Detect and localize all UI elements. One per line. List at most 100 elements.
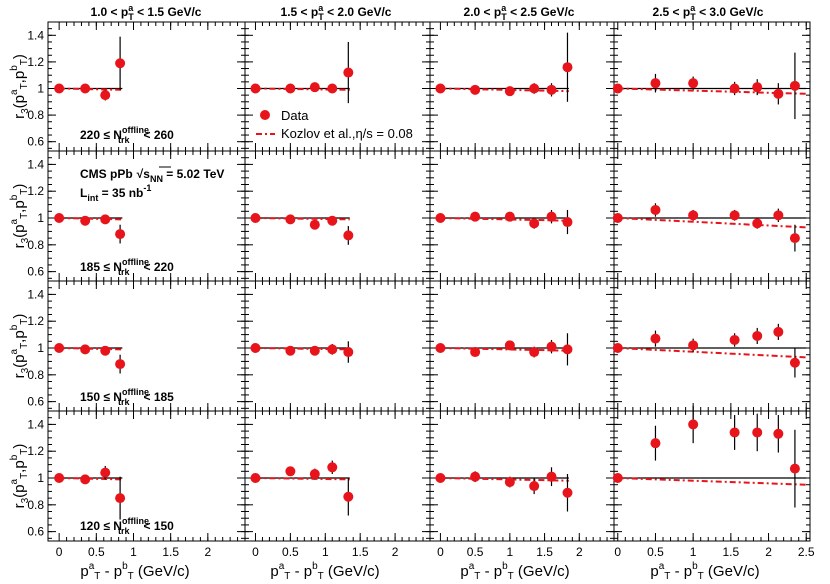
x-tick-label: 1 bbox=[130, 545, 137, 559]
x-tick-label: 1 bbox=[322, 545, 329, 559]
x-tick-label: 2 bbox=[204, 545, 211, 559]
data-point bbox=[327, 83, 338, 94]
data-point bbox=[100, 345, 111, 356]
data-point bbox=[435, 343, 446, 354]
data-point bbox=[688, 78, 699, 89]
column-title-1: 1.0 < pa T < 1.5 GeV/c bbox=[91, 3, 202, 22]
x-tick-label: 2 bbox=[392, 545, 399, 559]
model-curve bbox=[59, 477, 123, 481]
x-tick-label: 0.5 bbox=[88, 545, 105, 559]
y-tick-label: 1.4 bbox=[27, 28, 44, 42]
x-tick-label: 2.5 bbox=[798, 545, 815, 559]
y-tick-label: 0.8 bbox=[27, 498, 44, 512]
legend-data-marker bbox=[260, 110, 270, 120]
data-point bbox=[773, 88, 784, 99]
data-point bbox=[789, 463, 800, 474]
data-point bbox=[752, 427, 763, 438]
data-point bbox=[752, 218, 763, 229]
data-point bbox=[729, 210, 740, 221]
y-tick-label: 1.2 bbox=[27, 444, 44, 458]
data-point bbox=[546, 341, 557, 352]
model-curve bbox=[440, 217, 569, 222]
y-tick-label: 1.2 bbox=[27, 184, 44, 198]
x-tick-label: 0.5 bbox=[647, 545, 664, 559]
data-point bbox=[773, 210, 784, 221]
data-point bbox=[612, 213, 623, 224]
model-curve bbox=[617, 217, 807, 229]
x-tick-label: 1 bbox=[690, 545, 697, 559]
data-point bbox=[250, 473, 261, 484]
legend: Data Kozlov et al.,η/s = 0.08 bbox=[256, 108, 413, 141]
panel-r1-c3 bbox=[429, 21, 615, 152]
data-point bbox=[54, 213, 65, 224]
row-labels: 220 ≤ Noffline trk < 260 185 ≤ Noffline trk… bbox=[80, 125, 174, 536]
panel-r1-c2 bbox=[244, 21, 431, 152]
x-axis-title: paT - pbT (GeV/c) bbox=[650, 561, 759, 582]
data-point bbox=[729, 334, 740, 345]
panel-grid: 0.60.811.21.40.60.811.21.40.60.811.21.40… bbox=[27, 21, 815, 559]
y-tick-label: 1 bbox=[37, 81, 44, 95]
panel-frame bbox=[244, 150, 431, 282]
x-tick-label: 1 bbox=[507, 545, 514, 559]
data-point bbox=[285, 83, 296, 94]
y-axis-title: r3(paT,pbT) bbox=[9, 314, 31, 379]
model-curve bbox=[440, 347, 569, 352]
model-curve bbox=[255, 477, 350, 481]
x-tick-label: 1.5 bbox=[162, 545, 179, 559]
data-point bbox=[752, 330, 763, 341]
y-tick-label: 1.4 bbox=[27, 417, 44, 431]
data-point bbox=[250, 343, 261, 354]
data-point bbox=[529, 218, 540, 229]
data-point bbox=[343, 67, 354, 78]
panel-frame bbox=[429, 410, 615, 542]
x-tick-label: 1.5 bbox=[723, 545, 740, 559]
data-point bbox=[80, 344, 91, 355]
data-point bbox=[529, 347, 540, 358]
y-axis-title: r3(paT,pbT) bbox=[9, 444, 31, 509]
model-curve bbox=[59, 217, 123, 221]
data-point bbox=[115, 229, 126, 240]
y-tick-label: 1 bbox=[37, 211, 44, 225]
data-point bbox=[80, 474, 91, 485]
data-point bbox=[688, 340, 699, 351]
data-point bbox=[529, 83, 540, 94]
data-point bbox=[773, 428, 784, 439]
data-point bbox=[115, 359, 126, 370]
y-tick-label: 1.4 bbox=[27, 287, 44, 301]
data-point bbox=[343, 347, 354, 358]
row-label-1: 220 ≤ Noffline trk < 260 bbox=[80, 125, 174, 145]
data-point bbox=[435, 213, 446, 224]
panel-r2-c2 bbox=[244, 150, 431, 282]
y-axis-title: r3(paT,pbT) bbox=[9, 54, 31, 119]
x-tick-label: 0.5 bbox=[282, 545, 299, 559]
data-point bbox=[343, 491, 354, 502]
data-point bbox=[773, 326, 784, 337]
panel-r2-c3 bbox=[429, 150, 615, 282]
data-point bbox=[562, 344, 573, 355]
model-curve bbox=[255, 347, 350, 351]
panel-frame bbox=[429, 280, 615, 412]
x-axis-titles: paT - pbT (GeV/c) paT - pbT (GeV/c) paT - … bbox=[80, 561, 759, 582]
data-point bbox=[546, 84, 557, 95]
panel-frame bbox=[429, 150, 615, 282]
data-point bbox=[327, 344, 338, 355]
data-point bbox=[343, 230, 354, 241]
model-curve bbox=[59, 87, 123, 91]
data-point bbox=[80, 83, 91, 94]
data-point bbox=[650, 438, 661, 449]
panel-r4-c2: 0 0.5 1 1.5 2 bbox=[244, 410, 431, 559]
data-point bbox=[688, 210, 699, 221]
data-point bbox=[327, 215, 338, 226]
y-tick-label: 0.8 bbox=[27, 238, 44, 252]
cms-label: CMS pPb √sNN = 5.02 TeV Lint = 35 nb-1 bbox=[80, 166, 224, 203]
data-point bbox=[250, 83, 261, 94]
y-axis-titles: r3(paT,pbT) r3(paT,pbT) r3(paT,pbT) r3(paT,… bbox=[9, 54, 31, 508]
x-tick-label: 0 bbox=[437, 545, 444, 559]
data-point bbox=[612, 473, 623, 484]
data-point bbox=[612, 343, 623, 354]
data-point bbox=[100, 214, 111, 225]
x-axis-title: paT - pbT (GeV/c) bbox=[80, 561, 189, 582]
panel-r1-c4 bbox=[612, 21, 811, 152]
data-point bbox=[789, 80, 800, 91]
